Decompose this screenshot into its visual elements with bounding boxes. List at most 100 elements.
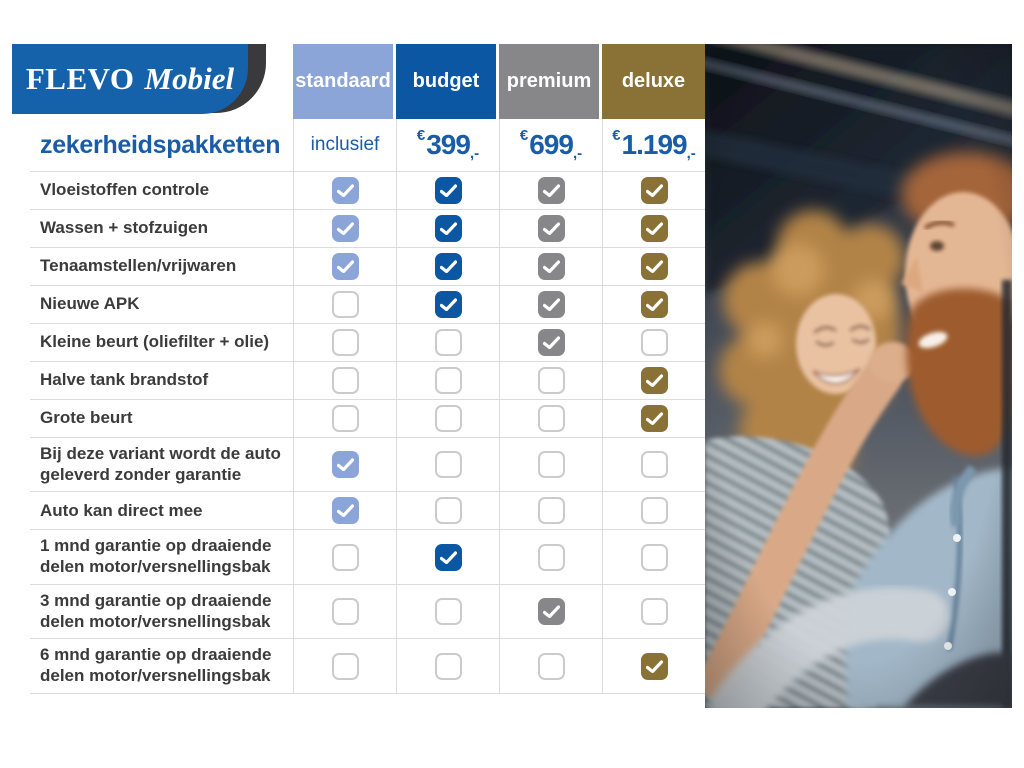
feature-row: Tenaamstellen/vrijwaren — [30, 248, 705, 286]
checkbox-empty-icon[interactable] — [434, 451, 462, 479]
feature-label: Vloeistoffen controle — [40, 180, 210, 200]
checkbox-empty-icon[interactable] — [640, 543, 668, 571]
feature-row: 3 mnd garantie op draaiende delen motor/… — [30, 584, 705, 640]
checkbox-empty-icon[interactable] — [331, 652, 359, 680]
checkbox-empty-icon[interactable] — [640, 329, 668, 356]
checkbox-empty-icon[interactable] — [331, 543, 359, 571]
check-cell-budget — [396, 584, 499, 639]
checkbox-empty-icon[interactable] — [434, 367, 462, 394]
check-cell-premium — [499, 530, 602, 584]
checkbox-checked-icon[interactable] — [537, 177, 565, 204]
checkbox-checked-icon[interactable] — [537, 253, 565, 280]
checkbox-empty-icon[interactable] — [537, 367, 565, 394]
checkbox-empty-icon[interactable] — [537, 543, 565, 571]
checkbox-empty-icon[interactable] — [331, 367, 359, 394]
feature-row: Nieuwe APK — [30, 286, 705, 324]
checkbox-checked-icon[interactable] — [640, 367, 668, 394]
price-budget: €399 ,- — [396, 119, 499, 171]
checkbox-empty-icon[interactable] — [537, 497, 565, 525]
checkbox-checked-icon[interactable] — [537, 329, 565, 356]
feature-label: Auto kan direct mee — [40, 500, 203, 520]
feature-label: Tenaamstellen/vrijwaren — [40, 256, 237, 276]
check-cell-deluxe — [602, 438, 705, 492]
price-standaard: inclusief — [293, 119, 396, 171]
check-icon — [336, 260, 354, 273]
check-cell-premium — [499, 210, 602, 247]
check-icon — [336, 184, 354, 197]
feature-row: 1 mnd garantie op draaiende delen motor/… — [30, 530, 705, 585]
check-cell-deluxe — [602, 172, 705, 209]
price-suffix: ,- — [572, 145, 583, 162]
checkbox-empty-icon[interactable] — [640, 598, 668, 626]
checkbox-checked-icon[interactable] — [434, 291, 462, 318]
check-cell-budget — [396, 492, 499, 530]
checkbox-empty-icon[interactable] — [434, 405, 462, 432]
check-icon — [439, 298, 457, 311]
checkbox-empty-icon[interactable] — [640, 451, 668, 479]
checkbox-checked-icon[interactable] — [537, 215, 565, 242]
feature-label: 1 mnd garantie op draaiende delen motor/… — [40, 536, 272, 577]
checkbox-checked-icon[interactable] — [434, 543, 462, 571]
checkbox-checked-icon[interactable] — [537, 291, 565, 318]
check-icon — [439, 222, 457, 235]
checkbox-empty-icon[interactable] — [434, 598, 462, 626]
check-cell-premium — [499, 172, 602, 209]
check-icon — [439, 184, 457, 197]
package-header-row: standaard budget premium deluxe — [293, 44, 705, 119]
checkbox-checked-icon[interactable] — [434, 253, 462, 280]
checkbox-checked-icon[interactable] — [331, 215, 359, 242]
couple-in-car-photo — [705, 44, 1012, 708]
page-title: zekerheidspakketten — [40, 130, 281, 159]
euro-sign: € — [416, 127, 426, 144]
checkbox-empty-icon[interactable] — [640, 497, 668, 525]
checkbox-checked-icon[interactable] — [434, 177, 462, 204]
column-header-budget: budget — [396, 44, 499, 119]
feature-row: Bij deze variant wordt de auto geleverd … — [30, 438, 705, 493]
checkbox-empty-icon[interactable] — [434, 497, 462, 525]
checkbox-checked-icon[interactable] — [537, 598, 565, 626]
price-inclusief-label: inclusief — [310, 134, 380, 155]
feature-label: 6 mnd garantie op draaiende delen motor/… — [40, 645, 272, 686]
check-icon — [542, 298, 560, 311]
checkbox-checked-icon[interactable] — [640, 177, 668, 204]
checkbox-checked-icon[interactable] — [640, 291, 668, 318]
check-cell-deluxe — [602, 210, 705, 247]
check-cell-standaard — [293, 530, 396, 584]
check-icon — [645, 412, 663, 425]
checkbox-empty-icon[interactable] — [434, 329, 462, 356]
check-icon — [439, 260, 457, 273]
flevo-mobiel-logo: FLEVO Mobiel — [12, 44, 268, 118]
checkbox-checked-icon[interactable] — [640, 652, 668, 680]
check-cell-budget — [396, 324, 499, 361]
checkbox-empty-icon[interactable] — [537, 451, 565, 479]
check-cell-deluxe — [602, 639, 705, 693]
check-cell-deluxe — [602, 362, 705, 399]
checkbox-empty-icon[interactable] — [331, 291, 359, 318]
check-cell-budget — [396, 400, 499, 437]
checkbox-checked-icon[interactable] — [331, 253, 359, 280]
checkbox-checked-icon[interactable] — [640, 215, 668, 242]
checkbox-empty-icon[interactable] — [331, 405, 359, 432]
checkbox-checked-icon[interactable] — [331, 451, 359, 479]
check-icon — [645, 374, 663, 387]
checkbox-checked-icon[interactable] — [331, 177, 359, 204]
checkbox-empty-icon[interactable] — [537, 405, 565, 432]
check-cell-premium — [499, 400, 602, 437]
checkbox-empty-icon[interactable] — [331, 598, 359, 626]
checkbox-checked-icon[interactable] — [640, 405, 668, 432]
column-header-premium: premium — [499, 44, 602, 119]
check-cell-standaard — [293, 324, 396, 361]
check-cell-budget — [396, 438, 499, 492]
checkbox-empty-icon[interactable] — [537, 652, 565, 680]
check-cell-standaard — [293, 584, 396, 639]
price-amount: 399 — [426, 129, 471, 160]
checkbox-checked-icon[interactable] — [331, 497, 359, 525]
package-comparison-table: standaard budget premium deluxe zekerhei… — [0, 44, 705, 694]
checkbox-empty-icon[interactable] — [434, 652, 462, 680]
feature-row: 6 mnd garantie op draaiende delen motor/… — [30, 639, 705, 694]
checkbox-empty-icon[interactable] — [331, 329, 359, 356]
checkbox-checked-icon[interactable] — [640, 253, 668, 280]
feature-row: Grote beurt — [30, 400, 705, 438]
checkbox-checked-icon[interactable] — [434, 215, 462, 242]
check-cell-standaard — [293, 362, 396, 399]
